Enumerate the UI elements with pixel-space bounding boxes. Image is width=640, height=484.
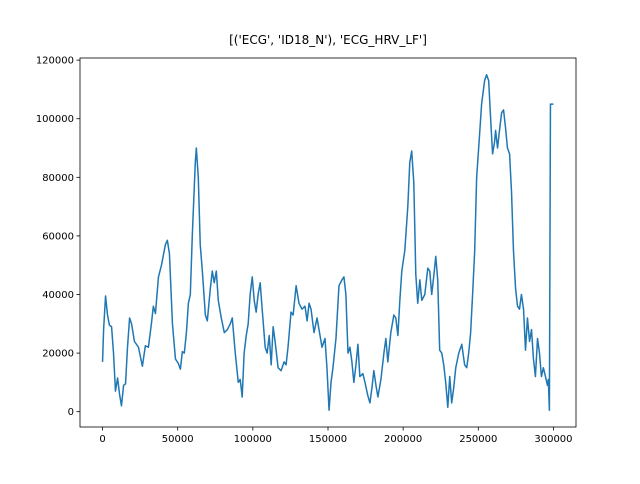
- x-tick-label: 250000: [459, 434, 497, 445]
- x-tick-label: 50000: [162, 434, 194, 445]
- chart-title: [('ECG', 'ID18_N'), 'ECG_HRV_LF']: [229, 33, 427, 47]
- y-tick-label: 20000: [42, 349, 74, 360]
- y-tick-label: 40000: [42, 290, 74, 301]
- x-tick-label: 200000: [384, 434, 422, 445]
- axes-frame: [79, 57, 577, 428]
- x-tick-label: 300000: [534, 434, 572, 445]
- x-tick-label: 150000: [309, 434, 347, 445]
- x-tick-label: 100000: [234, 434, 272, 445]
- x-tick-label: 0: [99, 434, 105, 445]
- y-tick-label: 80000: [42, 173, 74, 184]
- data-line: [101, 74, 554, 411]
- y-tick-label: 120000: [36, 56, 74, 67]
- y-tick-label: 0: [68, 407, 74, 418]
- y-tick-label: 60000: [42, 231, 74, 242]
- y-tick-label: 100000: [36, 114, 74, 125]
